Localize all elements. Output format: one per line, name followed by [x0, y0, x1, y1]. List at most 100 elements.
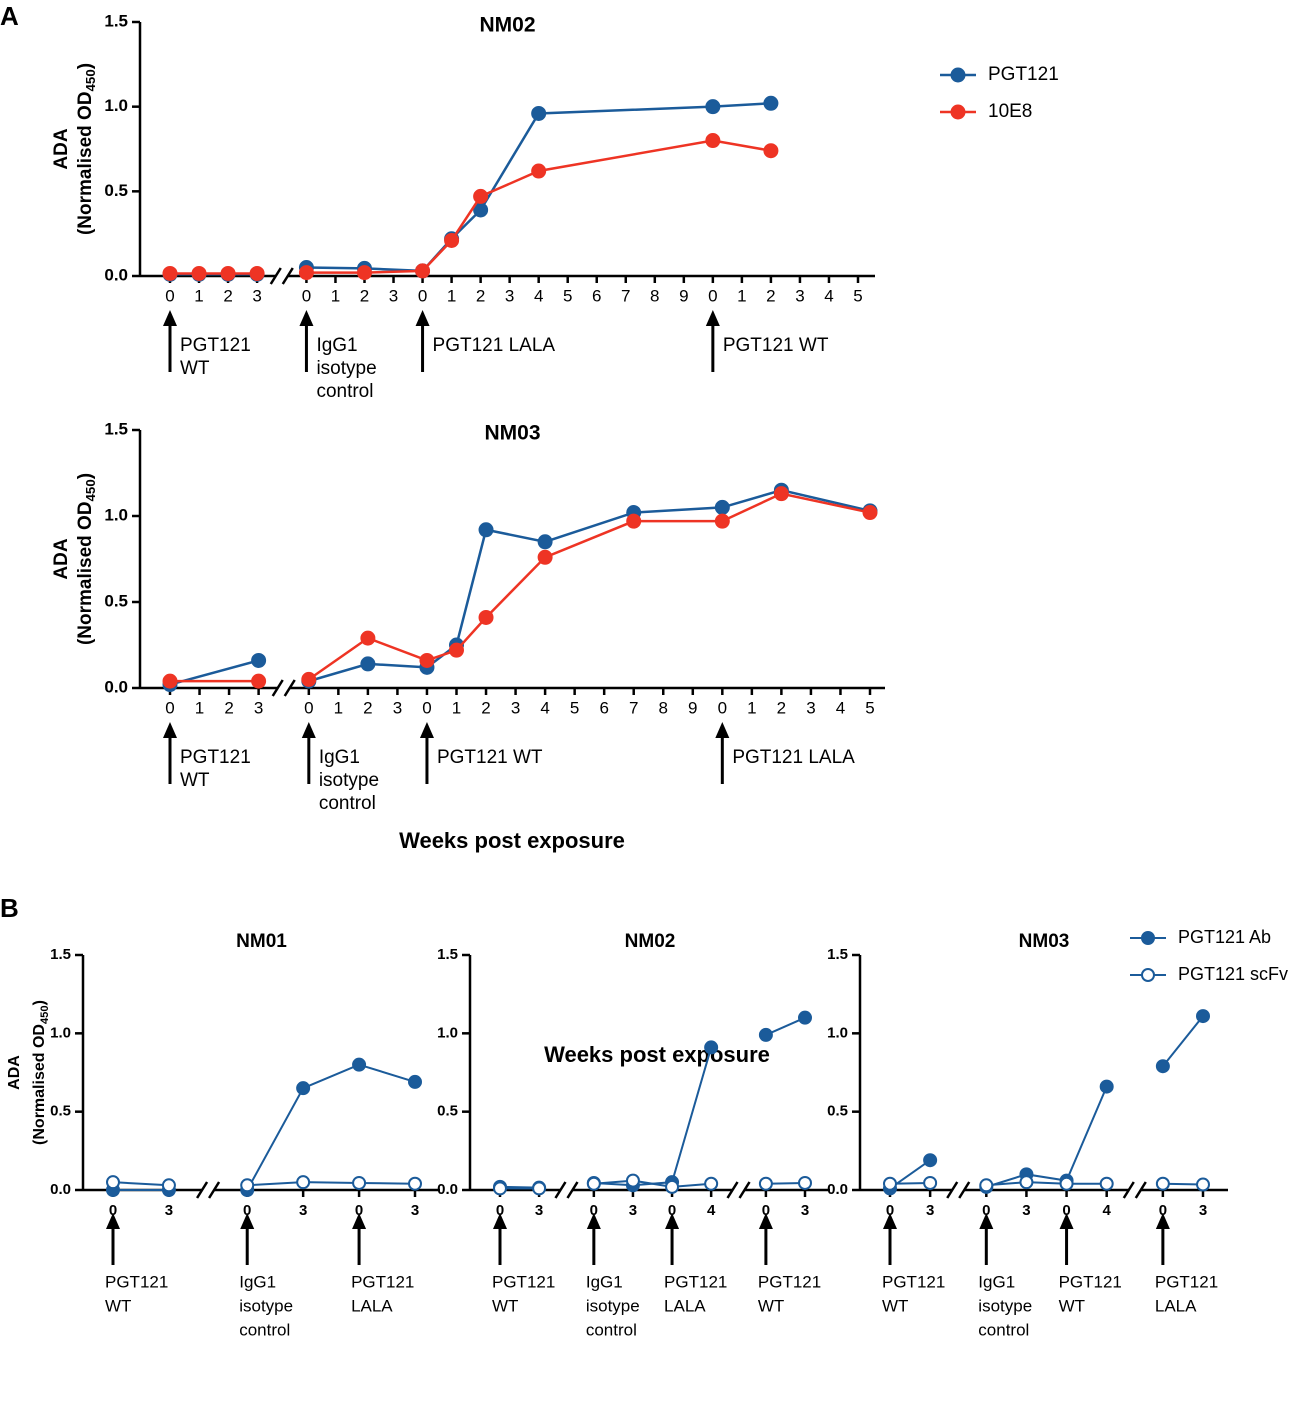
data-point — [625, 1173, 640, 1188]
legend-label: PGT121 Ab — [1178, 927, 1271, 947]
y-axis-label-part: (Normalised OD — [31, 1024, 48, 1145]
x-tick-label: 3 — [926, 1202, 934, 1219]
axis-break — [554, 1181, 567, 1199]
y-tick-label: 0.0 — [827, 1181, 848, 1198]
x-tick-label: 1 — [747, 698, 756, 717]
y-axis-label: (Normalised OD450) — [31, 1000, 51, 1145]
x-tick-label: 0 — [165, 286, 174, 305]
data-point — [106, 1175, 120, 1190]
data-point — [531, 163, 547, 179]
annotation: control — [586, 1320, 637, 1339]
axis-break — [208, 1181, 221, 1199]
legend-label: 10E8 — [988, 101, 1032, 122]
annotation: IgG1 — [316, 335, 357, 356]
y-tick-label: 0.5 — [437, 1103, 458, 1120]
y-axis-label: (Normalised OD450) — [75, 473, 98, 645]
x-tick-label: 2 — [224, 698, 233, 717]
data-point — [773, 486, 789, 502]
data-point — [408, 1176, 422, 1191]
x-tick-label: 1 — [334, 698, 343, 717]
series-line — [112, 1181, 169, 1187]
data-point — [758, 1176, 773, 1191]
annotation: LALA — [351, 1296, 393, 1315]
series-line — [308, 492, 871, 681]
annotation: PGT121 — [664, 1272, 727, 1291]
data-point — [537, 534, 553, 550]
data-point — [923, 1153, 938, 1168]
series-line — [308, 488, 871, 683]
annotation: PGT121 — [180, 335, 251, 356]
annotation: PGT121 LALA — [433, 335, 556, 356]
arrow-head — [758, 1213, 773, 1229]
y-tick-label: 0.0 — [437, 1181, 458, 1198]
axis-break — [1134, 1181, 1147, 1199]
data-point — [763, 95, 779, 111]
data-point — [356, 265, 372, 281]
data-point — [705, 133, 721, 149]
y-axis-label: ADA — [6, 1055, 23, 1090]
data-point — [923, 1175, 938, 1190]
data-point — [714, 513, 730, 529]
legend-label: PGT121 — [988, 64, 1059, 85]
data-point — [862, 505, 878, 521]
arrow-head — [665, 1213, 680, 1229]
annotation: IgG1 — [586, 1272, 623, 1291]
data-point — [478, 609, 494, 625]
x-tick-label: 2 — [223, 286, 232, 305]
x-tick-label: 4 — [836, 698, 845, 717]
x-axis-label: Weeks post exposure — [544, 1042, 770, 1067]
x-tick-label: 0 — [109, 1202, 117, 1219]
y-tick-label: 1.0 — [104, 96, 128, 115]
chart-title: NM02 — [625, 931, 676, 952]
x-tick-label: 2 — [360, 286, 369, 305]
x-tick-label: 1 — [447, 286, 456, 305]
x-tick-label: 4 — [707, 1202, 716, 1219]
arrow-head — [1155, 1213, 1170, 1229]
axis-break — [269, 267, 282, 285]
annotation: isotype — [316, 358, 376, 379]
annotation: PGT121 LALA — [732, 747, 855, 768]
data-point — [1196, 1009, 1210, 1024]
chart-title: NM02 — [479, 14, 535, 37]
annotation: PGT121 — [1155, 1272, 1218, 1291]
annotation: control — [316, 381, 373, 402]
data-point — [704, 1176, 719, 1191]
x-tick-label: 8 — [650, 286, 659, 305]
arrow-head — [493, 1213, 507, 1229]
data-point — [1019, 1175, 1034, 1190]
arrow-head — [301, 722, 316, 738]
x-tick-label: 3 — [795, 286, 804, 305]
annotation: PGT121 WT — [437, 747, 543, 768]
x-tick-label: 8 — [659, 698, 668, 717]
annotation: PGT121 — [1059, 1272, 1122, 1291]
panel-label: A — [0, 1, 19, 31]
y-axis-label-part: ) — [75, 473, 96, 479]
y-axis-label: (Normalised OD450) — [75, 63, 98, 235]
y-tick-label: 1.5 — [104, 419, 128, 438]
arrow-head — [1059, 1213, 1074, 1229]
y-axis-label-part: ) — [31, 1000, 48, 1005]
data-point — [714, 499, 730, 515]
annotation: IgG1 — [319, 747, 360, 768]
axis-break — [196, 1181, 209, 1199]
x-tick-label: 0 — [302, 286, 311, 305]
x-tick-label: 1 — [331, 286, 340, 305]
y-tick-label: 0.5 — [104, 181, 128, 200]
x-tick-label: 9 — [679, 286, 688, 305]
x-tick-label: 4 — [540, 698, 549, 717]
data-point — [1099, 1176, 1114, 1191]
x-tick-label: 3 — [299, 1202, 307, 1219]
x-tick-label: 3 — [535, 1202, 543, 1219]
data-point — [798, 1175, 812, 1190]
axis-break — [271, 679, 284, 697]
x-tick-label: 3 — [254, 698, 263, 717]
data-point — [532, 1181, 547, 1196]
arrow-head — [299, 310, 314, 326]
annotation: isotype — [319, 770, 379, 791]
x-tick-label: 3 — [806, 698, 815, 717]
data-point — [408, 1074, 422, 1089]
series-line — [986, 1181, 1107, 1187]
arrow-head — [240, 1213, 255, 1229]
x-tick-label: 3 — [165, 1202, 173, 1219]
